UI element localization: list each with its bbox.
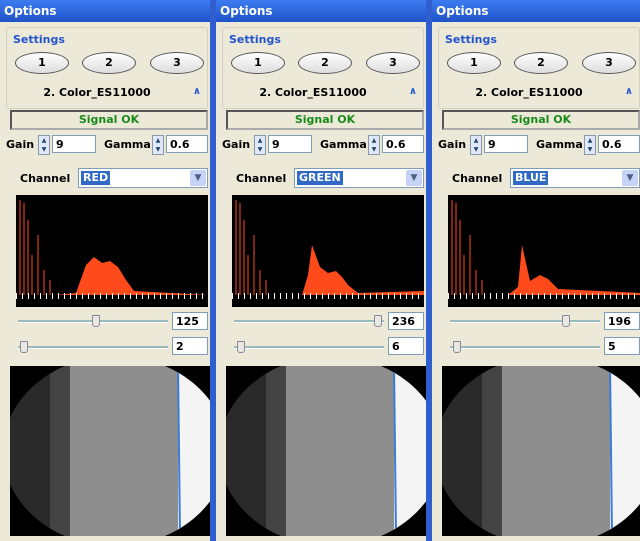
settings-group: Settings 1 2 3 2. Color_ES11000 ∧ [438,27,640,109]
settings-group: Settings 1 2 3 2. Color_ES11000 ∧ [6,27,208,109]
gain-input[interactable]: 9 [268,135,312,153]
title-bar: Options [216,0,426,22]
camera-image [442,366,640,536]
signal-status: Signal OK [226,110,424,130]
histogram [448,195,640,307]
slider-thumb[interactable] [237,341,245,353]
channel-dropdown[interactable]: GREEN ▼ [294,168,424,188]
slider-track [450,320,600,323]
slider-value[interactable]: 6 [388,337,424,355]
slider-thumb[interactable] [374,315,382,327]
channel-label: Channel [20,172,70,185]
gain-spinner[interactable]: ▲▼ [254,135,266,155]
channel-value: GREEN [297,171,343,185]
gamma-input[interactable]: 0.6 [598,135,640,153]
options-panel: Options Settings 1 2 3 2. Color_ES11000 … [0,0,210,541]
lens-view [226,366,426,536]
channel-value: BLUE [513,171,548,185]
gain-spinner[interactable]: ▲▼ [470,135,482,155]
preset-button[interactable]: 2 [82,52,136,74]
slider-thumb[interactable] [562,315,570,327]
gamma-input[interactable]: 0.6 [166,135,208,153]
gamma-label: Gamma [320,138,367,151]
gain-input[interactable]: 9 [52,135,96,153]
lens-view [10,366,210,536]
preset-button[interactable]: 1 [231,52,285,74]
title-bar: Options [432,0,640,22]
lens-view [442,366,640,536]
signal-status: Signal OK [10,110,208,130]
collapse-button[interactable]: ∧ [625,86,633,97]
preset-button[interactable]: 3 [582,52,636,74]
channel-dropdown[interactable]: RED ▼ [78,168,208,188]
options-panel: Options Settings 1 2 3 2. Color_ES11000 … [216,0,426,541]
dropdown-button[interactable]: ▼ [406,170,422,186]
settings-group: Settings 1 2 3 2. Color_ES11000 ∧ [222,27,424,109]
ui-root: {"panels":[ {"title":"Options","settings… [0,0,640,541]
gain-input[interactable]: 9 [484,135,528,153]
gamma-label: Gamma [536,138,583,151]
slider-value[interactable]: 236 [388,312,424,330]
page: html,body{margin:0;padding:0;} body{widt… [0,0,640,541]
channel-value: RED [81,171,110,185]
signal-status: Signal OK [442,110,640,130]
profile-name: 2. Color_ES11000 [223,86,403,99]
preset-button[interactable]: 2 [514,52,568,74]
group-label: Settings [229,33,281,46]
slider-value[interactable]: 125 [172,312,208,330]
gamma-spinner[interactable]: ▲▼ [368,135,380,155]
dropdown-button[interactable]: ▼ [622,170,638,186]
channel-label: Channel [452,172,502,185]
slider-thumb[interactable] [453,341,461,353]
channel-dropdown[interactable]: BLUE ▼ [510,168,640,188]
title-bar: Options [0,0,210,22]
slider-track [234,346,384,349]
profile-name: 2. Color_ES11000 [439,86,619,99]
dropdown-button[interactable]: ▼ [190,170,206,186]
gain-label: Gain [6,138,34,151]
gain-label: Gain [222,138,250,151]
preset-button[interactable]: 1 [15,52,69,74]
preset-button[interactable]: 1 [447,52,501,74]
channel-label: Channel [236,172,286,185]
gamma-label: Gamma [104,138,151,151]
slider-thumb[interactable] [20,341,28,353]
slider-track [18,346,168,349]
gamma-spinner[interactable]: ▲▼ [584,135,596,155]
profile-name: 2. Color_ES11000 [7,86,187,99]
collapse-button[interactable]: ∧ [193,86,201,97]
histogram [232,195,424,307]
slider-track [450,346,600,349]
slider-track [234,320,384,323]
slider-value[interactable]: 196 [604,312,640,330]
slider-value[interactable]: 2 [172,337,208,355]
preset-button[interactable]: 2 [298,52,352,74]
group-label: Settings [13,33,65,46]
preset-button[interactable]: 3 [150,52,204,74]
options-panel: Options Settings 1 2 3 2. Color_ES11000 … [432,0,640,541]
gamma-input[interactable]: 0.6 [382,135,424,153]
slider-thumb[interactable] [92,315,100,327]
group-label: Settings [445,33,497,46]
preset-button[interactable]: 3 [366,52,420,74]
camera-image [10,366,210,536]
gain-spinner[interactable]: ▲▼ [38,135,50,155]
collapse-button[interactable]: ∧ [409,86,417,97]
slider-value[interactable]: 5 [604,337,640,355]
histogram [16,195,208,307]
camera-image [226,366,426,536]
gamma-spinner[interactable]: ▲▼ [152,135,164,155]
gain-label: Gain [438,138,466,151]
